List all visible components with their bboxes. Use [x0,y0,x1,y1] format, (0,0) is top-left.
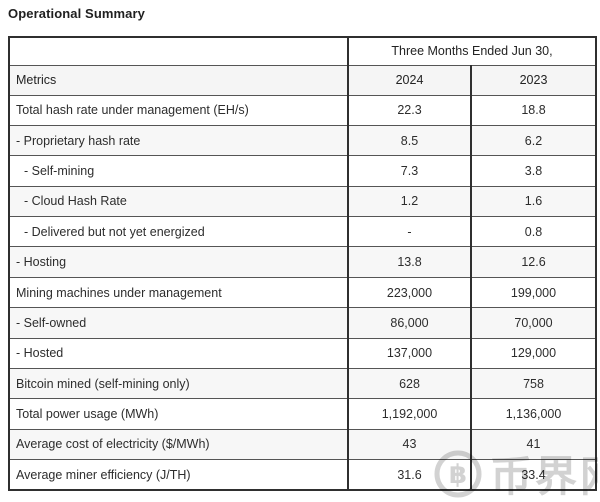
table-row: Bitcoin mined (self-mining only) 628 758 [8,368,597,400]
value-2024: 43 [347,428,472,461]
value-2023: 6.2 [470,124,597,157]
metric-label: - Self-mining [8,155,349,187]
table-row: - Hosting 13.8 12.6 [8,246,597,278]
operational-summary-table: Three Months Ended Jun 30, Metrics 2024 … [8,36,597,492]
table-row: Average cost of electricity ($/MWh) 43 4… [8,428,597,461]
metric-label: - Delivered but not yet energized [8,216,349,248]
year-2023-column-header: 2023 [470,64,597,96]
value-2023: 3.8 [470,155,597,187]
table-row: Mining machines under management 223,000… [8,276,597,309]
table-row: - Hosted 137,000 129,000 [8,337,597,370]
value-2024: 13.8 [347,246,472,278]
table-row: Total hash rate under management (EH/s) … [8,94,597,126]
value-2024: 7.3 [347,155,472,187]
metric-label: Bitcoin mined (self-mining only) [8,368,349,400]
table-row: - Self-owned 86,000 70,000 [8,307,597,339]
value-2024: 1.2 [347,185,472,218]
value-2023: 0.8 [470,216,597,248]
table-row: Total power usage (MWh) 1,192,000 1,136,… [8,398,597,430]
metric-label: - Cloud Hash Rate [8,185,349,218]
metric-label: - Proprietary hash rate [8,124,349,157]
metric-label: Average cost of electricity ($/MWh) [8,428,349,461]
period-header: Three Months Ended Jun 30, [347,36,597,66]
table-row: Average miner efficiency (J/TH) 31.6 33.… [8,459,597,491]
metric-label: - Self-owned [8,307,349,339]
value-2023: 18.8 [470,94,597,126]
metric-label: Average miner efficiency (J/TH) [8,459,349,491]
metric-label: Mining machines under management [8,276,349,309]
value-2023: 199,000 [470,276,597,309]
page-title: Operational Summary [8,6,145,21]
year-2024-column-header: 2024 [347,64,472,96]
value-2024: 22.3 [347,94,472,126]
value-2024: 31.6 [347,459,472,491]
value-2023: 758 [470,368,597,400]
value-2023: 1.6 [470,185,597,218]
table-row: - Delivered but not yet energized - 0.8 [8,216,597,248]
table-header-span-row: Three Months Ended Jun 30, [8,36,597,66]
value-2024: 628 [347,368,472,400]
value-2023: 129,000 [470,337,597,370]
value-2023: 1,136,000 [470,398,597,430]
value-2024: 137,000 [347,337,472,370]
value-2024: 223,000 [347,276,472,309]
table-row: - Self-mining 7.3 3.8 [8,155,597,187]
metric-label: - Hosting [8,246,349,278]
blank-header-cell [8,36,349,66]
metrics-column-header: Metrics [8,64,349,96]
value-2023: 41 [470,428,597,461]
table-row: - Cloud Hash Rate 1.2 1.6 [8,185,597,218]
table-row: - Proprietary hash rate 8.5 6.2 [8,124,597,157]
metric-label: - Hosted [8,337,349,370]
value-2024: 86,000 [347,307,472,339]
value-2023: 70,000 [470,307,597,339]
metric-label: Total hash rate under management (EH/s) [8,94,349,126]
value-2024: 8.5 [347,124,472,157]
table-header-cols-row: Metrics 2024 2023 [8,64,597,96]
value-2023: 33.4 [470,459,597,491]
value-2023: 12.6 [470,246,597,278]
metric-label: Total power usage (MWh) [8,398,349,430]
value-2024: 1,192,000 [347,398,472,430]
value-2024: - [347,216,472,248]
